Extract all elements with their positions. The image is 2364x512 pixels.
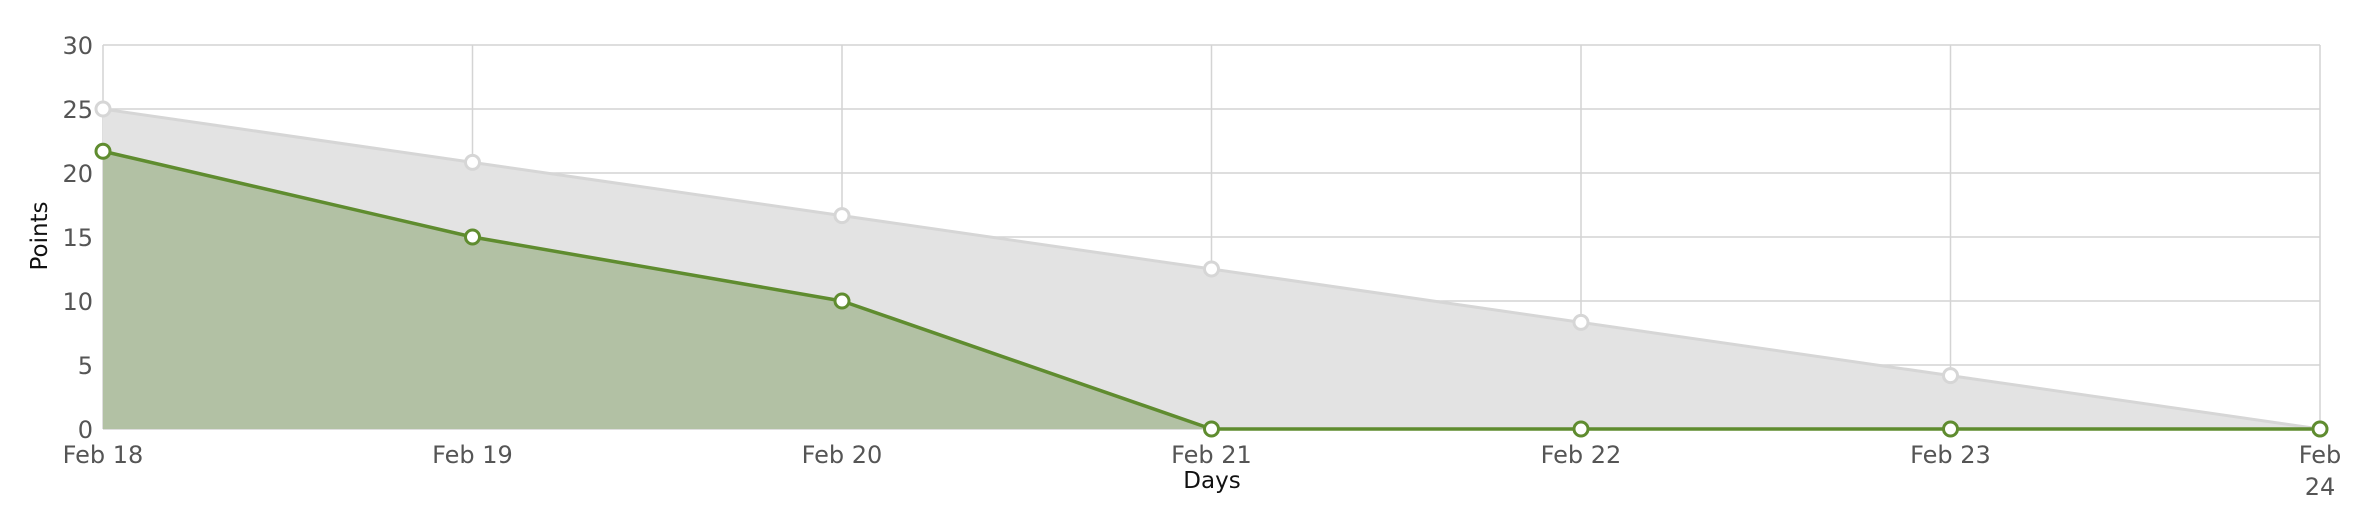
series-1-point[interactable] — [1572, 420, 1590, 438]
series-1-area — [103, 151, 2320, 430]
x-tick-label: Feb 22 — [1541, 441, 1622, 469]
y-tick-label: 20 — [62, 160, 93, 188]
series-0-point[interactable] — [833, 207, 851, 225]
y-tick-label: 25 — [62, 96, 93, 124]
x-tick-label: Feb 21 — [1171, 441, 1252, 469]
x-tick-label: Feb 19 — [432, 441, 513, 469]
series-1-point[interactable] — [2311, 420, 2329, 438]
series-1-point[interactable] — [1203, 420, 1220, 438]
y-axis-title: Points — [27, 201, 53, 270]
x-tick-label: 24 — [2305, 473, 2336, 501]
series-markers — [94, 100, 2329, 438]
series-0-point[interactable] — [1942, 367, 1959, 385]
y-tick-label: 0 — [78, 416, 93, 444]
series-0-point[interactable] — [94, 100, 112, 118]
series-0-point[interactable] — [1572, 313, 1590, 331]
series-1-point[interactable] — [833, 292, 851, 310]
x-tick-label: Feb 18 — [63, 441, 144, 469]
x-tick-label: Feb 23 — [1910, 441, 1991, 469]
x-axis-title: Days — [1183, 468, 1240, 494]
series-0-point[interactable] — [464, 153, 481, 171]
x-axis-ticks: Feb 18 Feb 19 Feb 20 Feb 21 Feb 22 Feb 23 Feb 2… — [63, 441, 2342, 501]
y-tick-label: 30 — [62, 32, 93, 60]
y-tick-label: 15 — [62, 224, 93, 252]
series-0-point[interactable] — [1203, 260, 1220, 278]
series-1-point[interactable] — [464, 228, 481, 246]
series-1-point[interactable] — [94, 142, 112, 160]
series-1-point[interactable] — [1942, 420, 1959, 438]
x-tick-label: Feb 20 — [802, 441, 883, 469]
y-tick-label: 10 — [62, 288, 93, 316]
y-axis-ticks: 0 5 10 15 20 25 30 — [62, 32, 93, 444]
y-tick-label: 5 — [78, 352, 93, 380]
x-tick-label: Feb — [2299, 441, 2342, 469]
